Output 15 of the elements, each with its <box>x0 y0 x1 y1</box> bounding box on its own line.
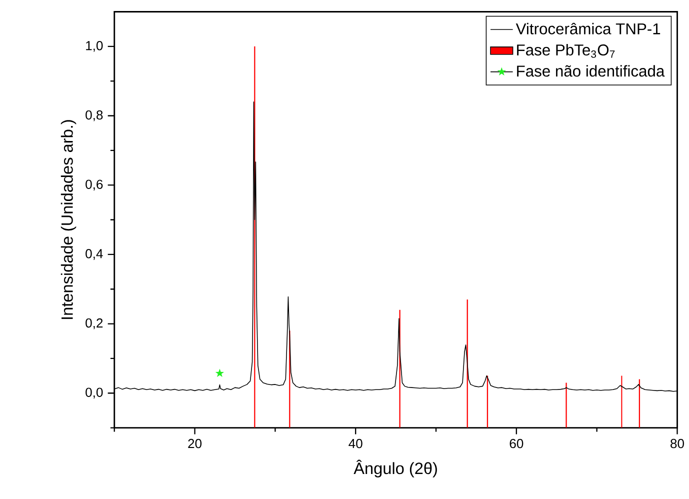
y-tick-label: 0,0 <box>86 388 103 398</box>
y-tick-label: 0,4 <box>86 248 103 260</box>
y-axis-title: Intensidade (Unidades arb.) <box>60 120 76 319</box>
legend-label: Vitrocerâmica TNP-1 <box>516 22 660 34</box>
y-tick-label: 0,2 <box>86 318 103 330</box>
legend-label: Fase PbTe$_{3}$O$_{7}$ <box>517 44 615 58</box>
x-tick-label: 80 <box>670 438 684 448</box>
x-tick-label: 60 <box>510 438 524 448</box>
y-tick-label: 1,0 <box>86 40 103 52</box>
x-axis-title: Ângulo (2θ) <box>354 460 437 478</box>
legend-label: Fase não identificada <box>517 65 665 77</box>
x-tick-label: 20 <box>188 438 202 448</box>
y-tick-label: 0,6 <box>86 180 103 190</box>
y-tick-label: 0,8 <box>86 110 103 122</box>
x-tick-label: 40 <box>348 438 362 448</box>
